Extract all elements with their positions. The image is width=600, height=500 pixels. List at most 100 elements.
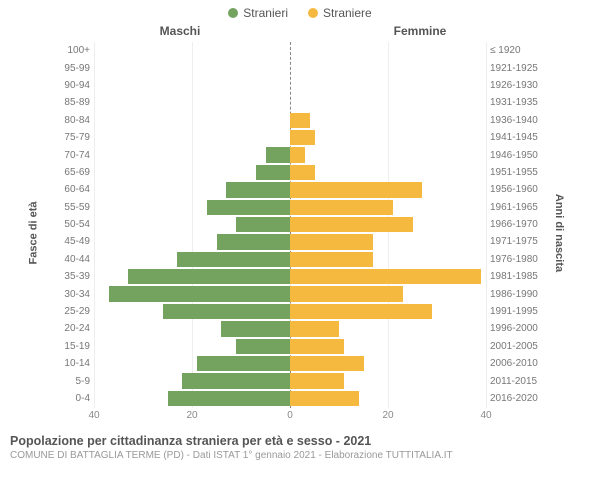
bar-area bbox=[94, 372, 486, 389]
header-male: Maschi bbox=[0, 24, 300, 38]
bar-male bbox=[168, 391, 291, 406]
year-label: 1936-1940 bbox=[486, 115, 540, 126]
bar-area bbox=[94, 146, 486, 163]
bar-area bbox=[94, 355, 486, 372]
bar-area bbox=[94, 129, 486, 146]
bar-male bbox=[177, 252, 290, 267]
bar-female bbox=[290, 217, 413, 232]
year-label: 1956-1960 bbox=[486, 184, 540, 195]
pyramid-row: 65-69 1951-1955 bbox=[60, 164, 540, 181]
bar-area bbox=[94, 303, 486, 320]
bar-area bbox=[94, 59, 486, 76]
bar-area bbox=[94, 320, 486, 337]
bar-male bbox=[256, 165, 290, 180]
pyramid-row: 100+ ≤ 1920 bbox=[60, 42, 540, 59]
bar-male bbox=[266, 147, 291, 162]
bar-male bbox=[197, 356, 290, 371]
x-axis: 40200 2040 bbox=[94, 410, 486, 424]
bar-area bbox=[94, 216, 486, 233]
age-label: 45-49 bbox=[60, 236, 94, 247]
column-headers: Maschi Femmine bbox=[0, 24, 600, 38]
age-label: 100+ bbox=[60, 45, 94, 56]
pyramid-row: 5-9 2011-2015 bbox=[60, 372, 540, 389]
year-label: 1926-1930 bbox=[486, 80, 540, 91]
bar-female bbox=[290, 182, 422, 197]
legend-label-female: Straniere bbox=[323, 6, 372, 20]
pyramid-row: 55-591961-1965 bbox=[60, 199, 540, 216]
bar-male bbox=[221, 321, 290, 336]
pyramid-row: 60-64 1956-1960 bbox=[60, 181, 540, 198]
age-label: 65-69 bbox=[60, 167, 94, 178]
bar-female bbox=[290, 356, 364, 371]
year-label: 1931-1935 bbox=[486, 97, 540, 108]
y-axis-label-left: Fasce di età bbox=[27, 202, 39, 265]
year-label: 1991-1995 bbox=[486, 306, 540, 317]
pyramid-row: 85-89 1931-1935 bbox=[60, 94, 540, 111]
pyramid-row: 80-84 1936-1940 bbox=[60, 112, 540, 129]
bar-male bbox=[182, 373, 290, 388]
year-label: 1951-1955 bbox=[486, 167, 540, 178]
bar-male bbox=[109, 286, 290, 301]
age-label: 90-94 bbox=[60, 80, 94, 91]
x-tick: 20 bbox=[382, 410, 393, 421]
bar-area bbox=[94, 112, 486, 129]
bar-area bbox=[94, 181, 486, 198]
pyramid-row: 45-49 1971-1975 bbox=[60, 233, 540, 250]
bar-male bbox=[128, 269, 290, 284]
pyramid-row: 95-991921-1925 bbox=[60, 59, 540, 76]
x-axis-right: 2040 bbox=[290, 410, 486, 424]
bar-area bbox=[94, 251, 486, 268]
pyramid-row: 25-291991-1995 bbox=[60, 303, 540, 320]
bar-area bbox=[94, 233, 486, 250]
bar-female bbox=[290, 269, 481, 284]
pyramid-row: 75-791941-1945 bbox=[60, 129, 540, 146]
age-label: 85-89 bbox=[60, 97, 94, 108]
x-tick: 40 bbox=[88, 410, 99, 421]
y-axis-label-right: Anni di nascita bbox=[553, 194, 565, 272]
bar-male bbox=[217, 234, 291, 249]
year-label: 1986-1990 bbox=[486, 289, 540, 300]
pyramid-row: 20-241996-2000 bbox=[60, 320, 540, 337]
bar-area bbox=[94, 199, 486, 216]
year-label: 1981-1985 bbox=[486, 271, 540, 282]
header-female: Femmine bbox=[300, 24, 600, 38]
bar-male bbox=[163, 304, 290, 319]
age-label: 5-9 bbox=[60, 376, 94, 387]
age-label: 50-54 bbox=[60, 219, 94, 230]
age-label: 35-39 bbox=[60, 271, 94, 282]
year-label: ≤ 1920 bbox=[486, 45, 540, 56]
bar-female bbox=[290, 200, 393, 215]
bar-female bbox=[290, 113, 310, 128]
bar-area bbox=[94, 164, 486, 181]
bar-area bbox=[94, 285, 486, 302]
pyramid-row: 10-14 2006-2010 bbox=[60, 355, 540, 372]
bar-female bbox=[290, 391, 359, 406]
chart-area: Fasce di età Anni di nascita 100+ ≤ 1920 9… bbox=[0, 38, 600, 428]
age-label: 70-74 bbox=[60, 150, 94, 161]
pyramid-row: 50-541966-1970 bbox=[60, 216, 540, 233]
year-label: 1946-1950 bbox=[486, 150, 540, 161]
age-label: 0-4 bbox=[60, 393, 94, 404]
pyramid-rows: 100+ ≤ 1920 95-991921-1925 90-94 1926-1930 85… bbox=[60, 42, 540, 408]
x-tick: 40 bbox=[480, 410, 491, 421]
bar-female bbox=[290, 339, 344, 354]
pyramid-row: 35-39 1981-1985 bbox=[60, 268, 540, 285]
year-label: 1971-1975 bbox=[486, 236, 540, 247]
bar-female bbox=[290, 321, 339, 336]
age-label: 40-44 bbox=[60, 254, 94, 265]
year-label: 1941-1945 bbox=[486, 132, 540, 143]
swatch-male bbox=[228, 8, 238, 18]
pyramid-row: 70-74 1946-1950 bbox=[60, 146, 540, 163]
age-label: 95-99 bbox=[60, 63, 94, 74]
age-label: 80-84 bbox=[60, 115, 94, 126]
age-label: 60-64 bbox=[60, 184, 94, 195]
age-label: 15-19 bbox=[60, 341, 94, 352]
bar-area bbox=[94, 390, 486, 407]
bar-female bbox=[290, 252, 373, 267]
age-label: 10-14 bbox=[60, 358, 94, 369]
year-label: 1976-1980 bbox=[486, 254, 540, 265]
year-label: 2001-2005 bbox=[486, 341, 540, 352]
year-label: 2006-2010 bbox=[486, 358, 540, 369]
bar-area bbox=[94, 268, 486, 285]
year-label: 2011-2015 bbox=[486, 376, 540, 387]
